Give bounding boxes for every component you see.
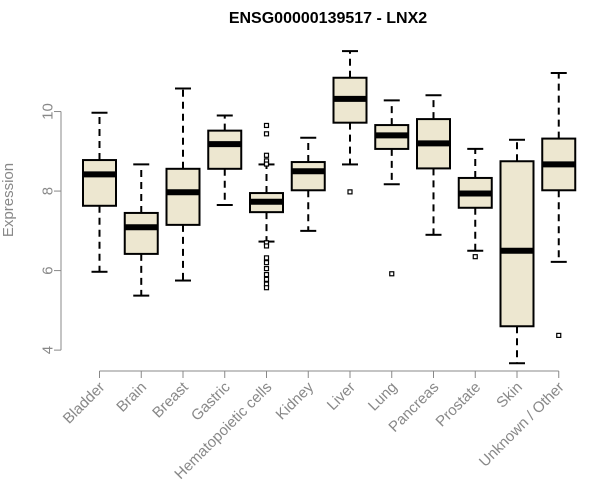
box-group: [499, 138, 535, 365]
box-group: [332, 50, 368, 195]
x-category-label: Lung: [365, 379, 401, 415]
x-category-label: Bladder: [60, 379, 109, 428]
outlier-point: [472, 254, 478, 260]
x-category-label: Kidney: [273, 378, 318, 423]
outlier-point: [556, 332, 562, 339]
outlier-point: [263, 260, 270, 266]
iqr-box: [499, 160, 535, 328]
y-tick-label: 10: [40, 103, 57, 120]
outlier-point: [389, 271, 395, 277]
box-group: [541, 71, 577, 339]
y-axis-label: Expression: [0, 163, 17, 237]
box-group: [374, 99, 410, 277]
iqr-box: [290, 161, 326, 192]
outlier-point: [263, 255, 270, 261]
iqr-box: [165, 167, 201, 226]
box-group: [457, 147, 493, 260]
chart-title: ENSG00000139517 - LNX2: [229, 10, 427, 27]
x-category-label: Skin: [493, 379, 526, 412]
outlier-point: [347, 189, 353, 195]
box-group: [416, 94, 451, 236]
box-group: [290, 136, 326, 232]
outlier-point: [263, 285, 270, 291]
x-category-label: Brain: [113, 379, 150, 416]
outlier-point: [263, 131, 270, 137]
x-category-label: Prostate: [433, 379, 485, 431]
x-category-label: Breast: [149, 378, 192, 421]
box-group: [123, 163, 159, 297]
y-tick-label: 4: [40, 346, 57, 354]
outlier-point: [263, 243, 270, 249]
box-group: [249, 122, 284, 291]
iqr-box: [207, 129, 243, 170]
box-group: [207, 114, 243, 206]
outlier-point: [263, 276, 270, 282]
iqr-box: [82, 159, 117, 207]
y-axis: 4 6 8 10: [40, 103, 62, 354]
outlier-point: [263, 161, 270, 167]
iqr-box: [123, 211, 159, 255]
outlier-point: [263, 152, 270, 158]
box-group: [82, 111, 117, 273]
box-group: [165, 87, 201, 282]
x-category-label: Liver: [324, 379, 359, 414]
y-tick-label: 6: [40, 266, 57, 274]
plot-area: [82, 50, 577, 365]
outlier-point: [263, 271, 270, 278]
outlier-point: [263, 122, 270, 129]
y-tick-label: 8: [40, 187, 57, 195]
outlier-point: [263, 266, 270, 272]
